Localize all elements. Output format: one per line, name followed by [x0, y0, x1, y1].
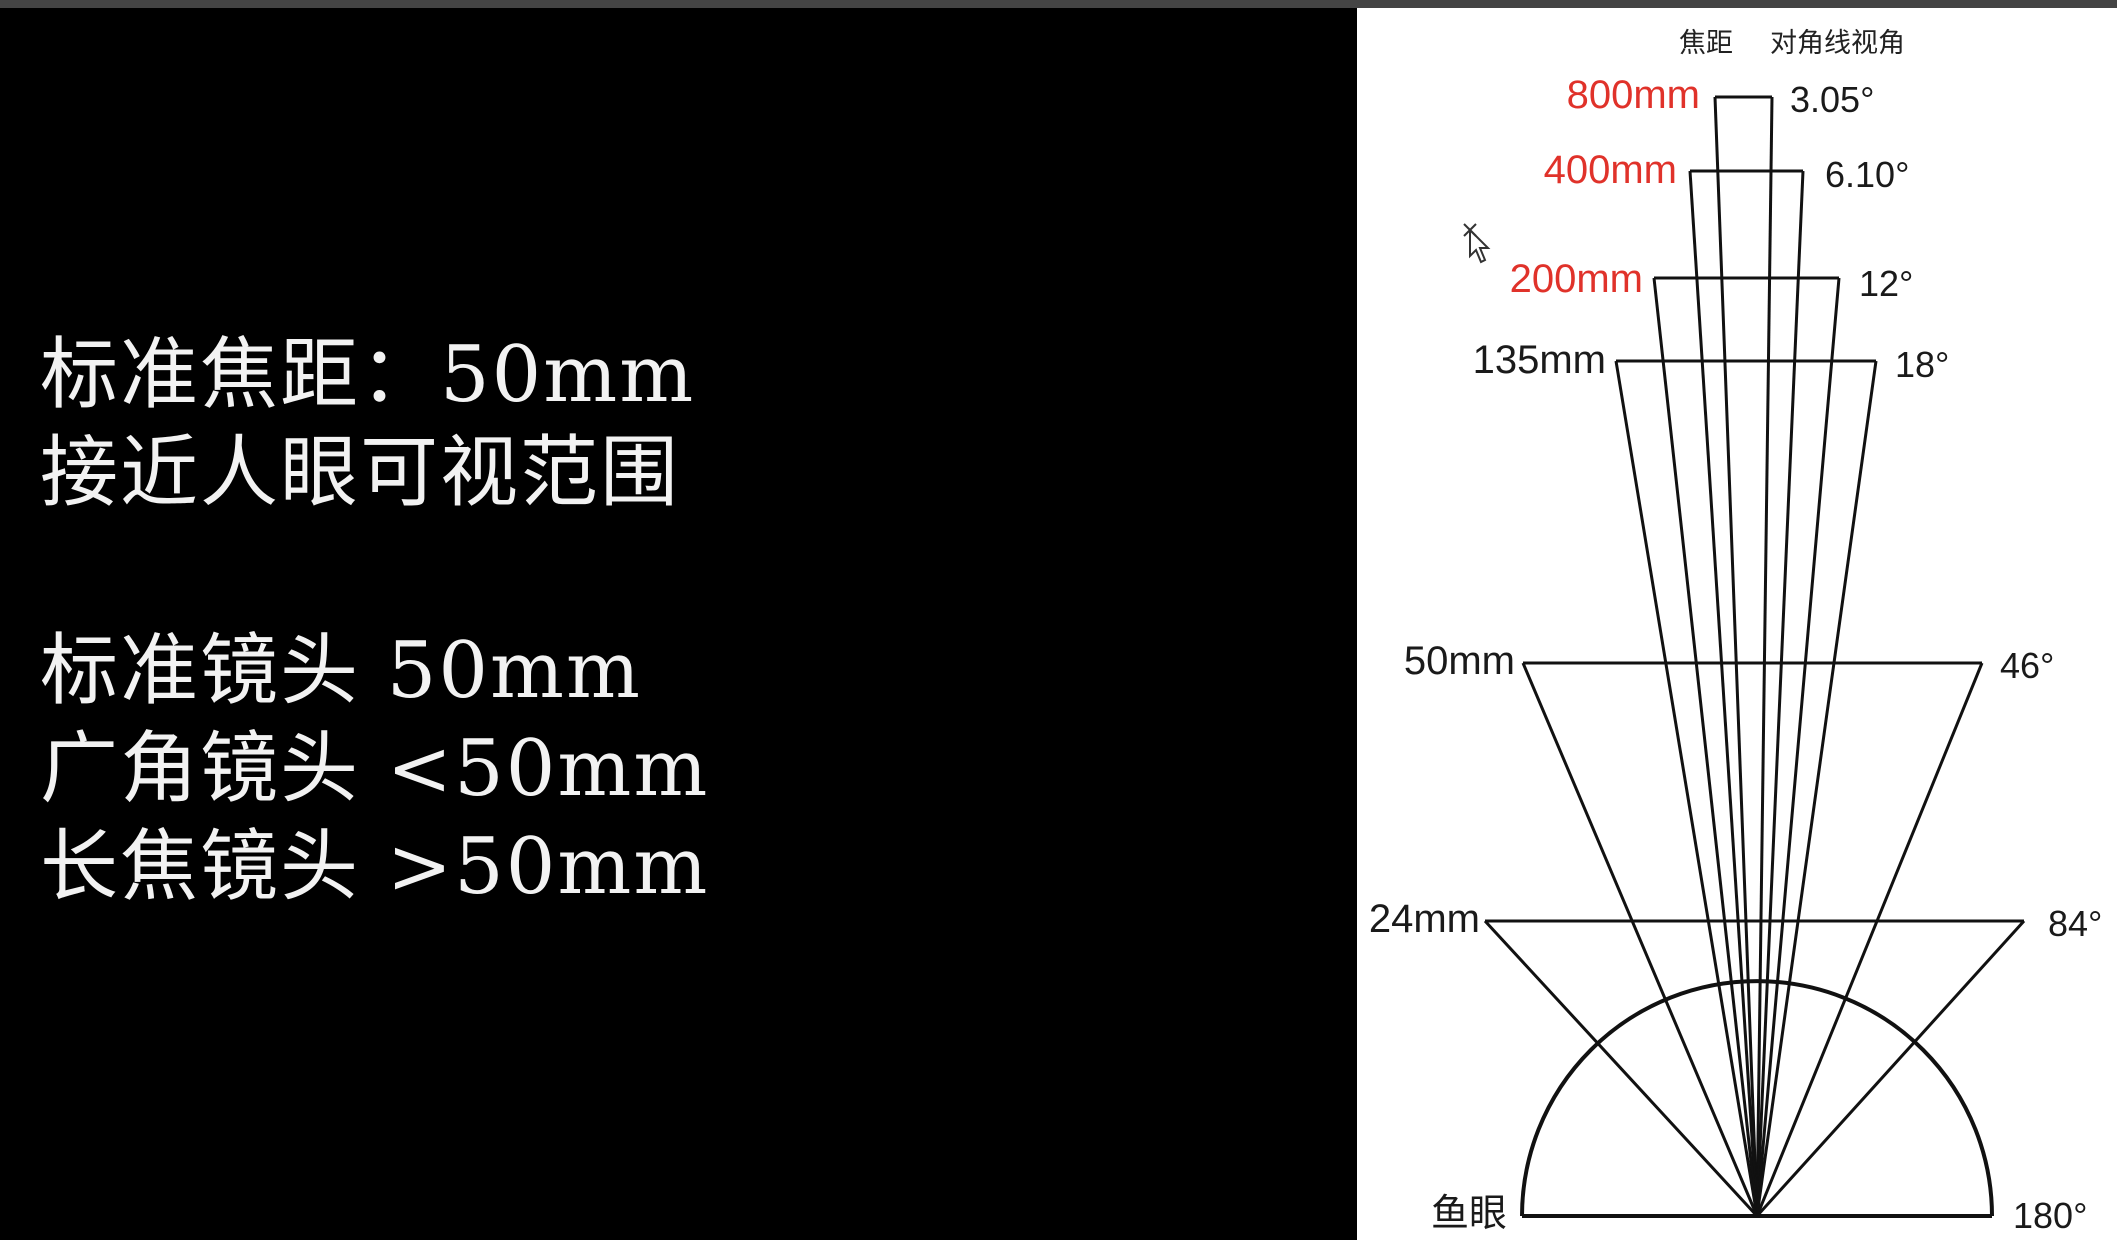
fov-side-line [1688, 170, 1759, 1217]
fov-side-line [1755, 277, 1841, 1217]
angle-label-fisheye: 180° [2013, 1195, 2087, 1236]
angle-label-200: 12° [1859, 263, 1913, 304]
fisheye-arc [1520, 979, 1994, 1217]
fov-side-line [1755, 662, 1984, 1217]
slide-line-wide-lens: 广角镜头 <50mm [40, 724, 710, 814]
focal-label-24: 24mm [1369, 897, 1480, 941]
fov-side-line [1483, 919, 1759, 1218]
fov-side-line [1755, 919, 2026, 1218]
focal-label-135: 135mm [1473, 338, 1606, 382]
slide-line-standard-focal: 标准焦距：50mm [40, 330, 696, 420]
focal-label-200: 200mm [1510, 257, 1643, 301]
angle-label-135: 18° [1895, 344, 1949, 385]
window-top-bar [0, 0, 2117, 8]
fov-side-line [1755, 170, 1805, 1217]
focal-length-diagram: 焦距 对角线视角 800mm 3.05° 400mm 6.10° 200mm 1… [1369, 28, 2103, 1236]
focal-label-50: 50mm [1404, 639, 1515, 683]
fov-side-line [1755, 96, 1774, 1217]
angle-label-800: 3.05° [1790, 79, 1874, 120]
focal-label-800: 800mm [1567, 73, 1700, 117]
fov-lines [1483, 95, 2026, 1218]
slide-line-tele-lens: 长焦镜头 >50mm [40, 822, 710, 912]
fov-side-line [1713, 96, 1759, 1217]
fov-side-line [1521, 662, 1759, 1217]
slide-line-standard-lens: 标准镜头 50mm [40, 626, 642, 716]
fov-side-line [1755, 360, 1878, 1217]
header-angle: 对角线视角 [1770, 28, 1905, 58]
angle-label-400: 6.10° [1825, 154, 1909, 195]
fov-side-line [1652, 277, 1759, 1217]
mouse-cursor-icon [1463, 223, 1491, 264]
header-focal: 焦距 [1679, 28, 1733, 58]
slide-line-human-eye: 接近人眼可视范围 [40, 428, 681, 518]
angle-label-50: 46° [2000, 645, 2054, 686]
fov-side-line [1614, 360, 1759, 1217]
slide-text-panel [0, 24, 1357, 1240]
angle-label-24: 84° [2048, 903, 2102, 944]
focal-label-400: 400mm [1544, 148, 1677, 192]
focal-label-fisheye: 鱼眼 [1431, 1193, 1507, 1235]
